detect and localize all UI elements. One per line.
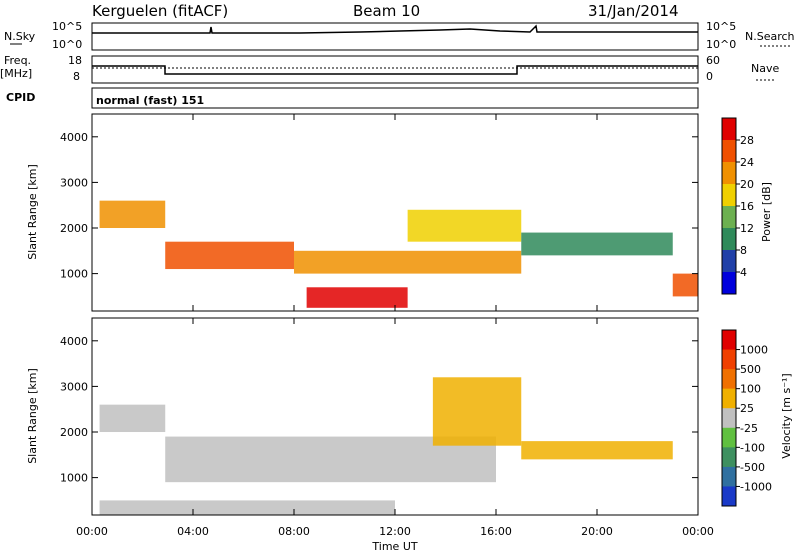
colorbar-tick-label-3: 16 [740, 200, 754, 213]
colorbar-swatch-8 [722, 486, 736, 507]
ytick-label-2: 2000 [60, 222, 88, 235]
nave-label: Nave [751, 62, 779, 75]
colorbar-swatch-4 [722, 408, 736, 429]
colorbar-swatch-4 [722, 206, 736, 229]
colorbar-swatch-0 [722, 330, 736, 351]
band-4 [99, 500, 395, 515]
colorbar-tick-label-7: -1000 [740, 480, 772, 493]
freq-panel: Freq. [MHz] 18 8 60 0 Nave [0, 54, 779, 84]
nsearch-tick-top: 10^5 [706, 20, 736, 33]
xtick-label-6: 00:00 [682, 525, 714, 538]
xtick-label-4: 16:00 [480, 525, 512, 538]
station-title: Kerguelen (fitACF) [92, 2, 228, 20]
nsky-line [92, 24, 698, 34]
band-1 [165, 241, 294, 270]
xtick-label-2: 08:00 [278, 525, 310, 538]
freq-tick-top: 18 [68, 54, 82, 67]
colorbar-tick-label-1: 500 [740, 363, 761, 376]
velocity-bands [99, 377, 673, 515]
colorbar-tick-label-4: 12 [740, 222, 754, 235]
velocity-colorbar-label: Velocity [m s⁻¹] [780, 373, 793, 458]
power-yticks: 4000 3000 2000 1000 [60, 131, 698, 281]
freq-line [92, 65, 698, 75]
nsky-panel: N.Sky 10^5 10^0 10^5 10^0 N.Search [4, 20, 795, 51]
colorbar-swatch-6 [722, 250, 736, 273]
colorbar-tick-label-2: 20 [740, 178, 754, 191]
colorbar-swatch-3 [722, 388, 736, 409]
colorbar-frame [721, 329, 737, 507]
x-axis: Time UT 00:00 04:00 08:00 12:00 16:00 20:00 00… [76, 114, 714, 553]
ytick-label-0: 4000 [60, 131, 88, 144]
ytick-label-2: 2000 [60, 426, 88, 439]
cpid-label: CPID [6, 91, 35, 104]
nave-tick-bottom: 0 [706, 70, 713, 83]
cpid-value: normal (fast) 151 [96, 94, 204, 107]
date-title: 31/Jan/2014 [588, 2, 679, 20]
beam-title: Beam 10 [353, 2, 420, 20]
power-bands [99, 200, 698, 308]
velocity-yticks: 4000 3000 2000 1000 [60, 335, 698, 485]
colorbar-swatch-0 [722, 118, 736, 141]
velocity-panel: 4000 3000 2000 1000 Slant Range [km] [26, 317, 699, 516]
nave-tick-top: 60 [706, 54, 720, 67]
band-3 [521, 441, 673, 460]
band-2 [432, 377, 522, 446]
nsky-tick-bottom: 10^0 [52, 38, 82, 51]
band-4 [407, 209, 522, 242]
colorbar-swatch-2 [722, 369, 736, 390]
colorbar-tick-label-0: 1000 [740, 344, 768, 357]
colorbar-swatch-3 [722, 184, 736, 207]
ytick-label-3: 1000 [60, 268, 88, 281]
power-colorbar-label: Power [dB] [760, 182, 773, 242]
power-colorbar: Power [dB] 28 24 20 16 12 8 4 [721, 117, 773, 295]
colorbar-swatch-1 [722, 140, 736, 163]
band-2 [294, 250, 522, 274]
band-0 [99, 404, 166, 433]
colorbar-swatch-2 [722, 162, 736, 185]
colorbar-tick-label-2: 100 [740, 383, 761, 396]
nsky-tick-top: 10^5 [52, 20, 82, 33]
xtick-label-3: 12:00 [379, 525, 411, 538]
band-3 [306, 287, 408, 308]
colorbar-tick-label-1: 24 [740, 156, 754, 169]
colorbar-swatch-7 [722, 466, 736, 487]
velocity-ylabel: Slant Range [km] [26, 368, 39, 464]
colorbar-tick-label-5: 8 [740, 244, 747, 257]
colorbar-tick-label-6: 4 [740, 266, 747, 279]
colorbar-tick-label-6: -500 [740, 461, 765, 474]
colorbar-swatch-5 [722, 427, 736, 448]
ytick-label-1: 3000 [60, 176, 88, 189]
power-ylabel: Slant Range [km] [26, 164, 39, 260]
colorbar-swatch-6 [722, 447, 736, 468]
nsky-label: N.Sky [4, 30, 36, 43]
colorbar-tick-label-0: 28 [740, 134, 754, 147]
xtick-label-5: 20:00 [581, 525, 613, 538]
freq-tick-bottom: 8 [73, 70, 80, 83]
colorbar-swatch-7 [722, 272, 736, 295]
colorbar-swatch-5 [722, 228, 736, 251]
ytick-label-3: 1000 [60, 472, 88, 485]
cpid-panel: CPID normal (fast) 151 [6, 87, 699, 109]
nsearch-label: N.Search [745, 30, 795, 43]
colorbar-tick-label-3: 25 [740, 402, 754, 415]
colorbar-tick-label-5: -100 [740, 441, 765, 454]
x-axis-label: Time UT [371, 540, 417, 553]
xtick-label-1: 04:00 [177, 525, 209, 538]
nsearch-tick-bottom: 10^0 [706, 38, 736, 51]
ytick-label-0: 4000 [60, 335, 88, 348]
band-0 [99, 200, 166, 229]
band-6 [672, 273, 698, 297]
xtick-label-0: 00:00 [76, 525, 108, 538]
freq-label: Freq. [4, 54, 31, 67]
band-5 [521, 232, 673, 256]
velocity-colorbar: Velocity [m s⁻¹] 1000 500 100 25 -25 -100 -500… [721, 329, 793, 507]
ytick-label-1: 3000 [60, 380, 88, 393]
colorbar-swatch-1 [722, 349, 736, 370]
power-panel: 4000 3000 2000 1000 Slant Range [km] [26, 113, 699, 312]
freq-unit: [MHz] [0, 67, 32, 80]
colorbar-tick-label-4: -25 [740, 422, 758, 435]
